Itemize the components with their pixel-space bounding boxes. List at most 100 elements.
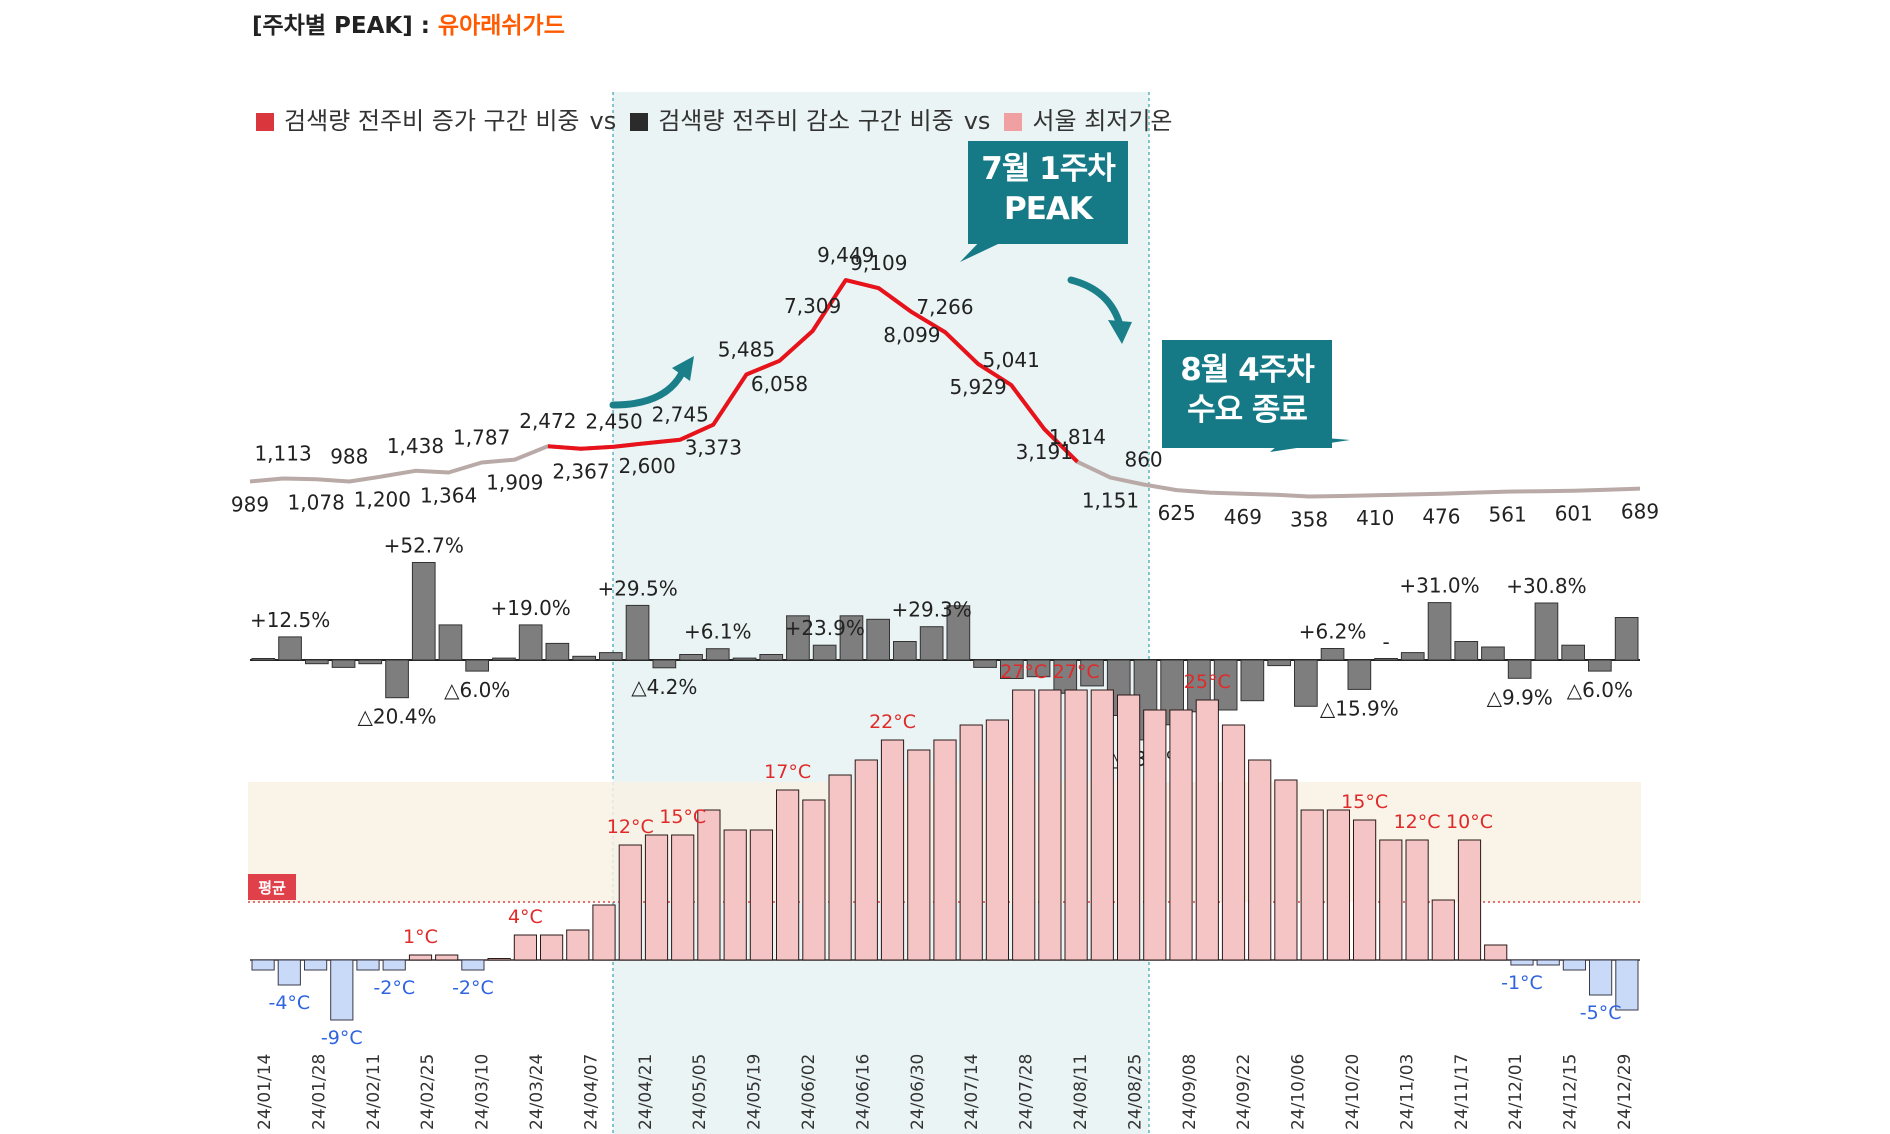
- volume-data-label: 625: [1158, 501, 1196, 525]
- chart-legend: 검색량 전주비 증가 구간 비중 vs 검색량 전주비 감소 구간 비중 vs 서울 최…: [256, 101, 1173, 136]
- volume-data-label: 1,814: [1049, 425, 1106, 449]
- change-bar: [1507, 659, 1532, 679]
- end-callout-line1: 8월 4주차: [1180, 352, 1315, 388]
- change-bar: [331, 659, 356, 668]
- temperature-data-label: 12°C: [1394, 811, 1441, 833]
- x-axis-tick-label: 24/12/15: [1561, 1054, 1581, 1130]
- change-bar: [1614, 617, 1639, 661]
- x-axis-tick-label: 24/06/16: [853, 1054, 873, 1130]
- volume-data-label: 410: [1356, 506, 1394, 530]
- peak-callout-line1: 7월 1주차: [981, 151, 1116, 187]
- change-data-label: △9.9%: [1487, 685, 1553, 709]
- change-data-label: △6.0%: [1567, 678, 1633, 702]
- change-data-label: +30.8%: [1506, 574, 1586, 598]
- change-bar: [1454, 641, 1479, 661]
- legend-increase-swatch: [256, 113, 274, 131]
- change-bar: [1534, 602, 1559, 661]
- volume-data-label: 2,367: [552, 460, 609, 484]
- x-axis-tick-label: 24/09/22: [1234, 1054, 1254, 1130]
- average-badge-label: 평균: [258, 879, 286, 897]
- temperature-bar: [1090, 689, 1114, 961]
- x-axis-tick-label: 24/11/17: [1452, 1054, 1472, 1130]
- change-data-label: +6.2%: [1299, 620, 1367, 644]
- change-data-label: +31.0%: [1399, 574, 1479, 598]
- temperature-bar: [1012, 689, 1036, 961]
- temperature-bar: [251, 959, 275, 971]
- average-badge: [248, 874, 296, 900]
- volume-data-label: 988: [330, 444, 368, 468]
- legend-temperature-label: 서울 최저기온: [1032, 107, 1173, 135]
- change-bar: [278, 636, 302, 661]
- volume-data-label: 3,191: [1016, 440, 1073, 464]
- x-axis-tick-label: 24/10/20: [1343, 1054, 1363, 1130]
- temperature-bar: [566, 929, 590, 961]
- x-axis-tick-label: 24/05/05: [690, 1054, 710, 1130]
- x-axis-tick-label: 24/02/11: [364, 1054, 384, 1130]
- change-bar: [599, 652, 623, 661]
- change-bar: [465, 659, 489, 672]
- change-bar: [1240, 659, 1265, 702]
- temperature-bar: [1536, 959, 1560, 966]
- title-brand: 유아래쉬가드: [437, 13, 565, 39]
- volume-data-label: 2,745: [652, 403, 709, 427]
- change-data-label: +19.0%: [491, 596, 571, 620]
- temperature-bar: [671, 834, 695, 961]
- temperature-bar: [933, 739, 957, 961]
- volume-data-label: 5,041: [983, 348, 1040, 372]
- x-axis-tick-label: 24/06/30: [908, 1054, 928, 1130]
- x-axis-tick-label: 24/12/29: [1615, 1054, 1635, 1130]
- temperature-data-label: 27°C: [1053, 661, 1100, 683]
- x-axis-tick-label: 24/08/25: [1125, 1054, 1145, 1130]
- x-axis-tick-label: 24/08/11: [1071, 1054, 1091, 1130]
- x-axis-tick-label: 24/10/06: [1289, 1054, 1309, 1130]
- temperature-bar: [1169, 709, 1193, 961]
- volume-data-label: 469: [1224, 505, 1262, 529]
- temperature-bar: [1221, 724, 1246, 961]
- change-bar: [786, 615, 810, 661]
- change-bar: [866, 618, 890, 661]
- change-data-label: △4.2%: [631, 675, 697, 699]
- temperature-bar: [776, 789, 800, 961]
- rising-arrow-icon: [609, 369, 686, 409]
- temperature-bar: [1615, 959, 1639, 1011]
- temperature-bar: [697, 809, 721, 961]
- change-bar: [705, 648, 730, 661]
- temperature-bar: [1457, 839, 1482, 961]
- change-data-label: △15.9%: [1320, 696, 1399, 720]
- change-bar: [1400, 652, 1425, 661]
- temperature-bar: [1064, 689, 1088, 961]
- x-axis-tick-label: 24/01/14: [255, 1054, 275, 1130]
- volume-data-label: 5,485: [718, 337, 775, 361]
- temperature-bar: [618, 844, 642, 961]
- volume-data-label: 1,151: [1082, 489, 1139, 513]
- temperature-data-label: 25°C: [1184, 671, 1231, 693]
- temperature-bar: [1195, 699, 1219, 961]
- change-bar: [1213, 659, 1238, 711]
- volume-data-label: 2,472: [519, 409, 576, 433]
- change-bar: [1000, 659, 1024, 679]
- temperature-bar: [1038, 689, 1062, 961]
- temperature-bar: [330, 959, 354, 1021]
- x-axis-tick-label: 24/03/10: [473, 1054, 493, 1130]
- temperature-data-label: -2°C: [452, 977, 494, 999]
- x-axis-tick-label: 24/07/14: [962, 1054, 982, 1130]
- volume-data-label: 9,109: [850, 251, 907, 275]
- change-bar: [358, 659, 383, 665]
- temperature-bar: [408, 954, 433, 961]
- legend-vs-1: vs: [589, 107, 617, 135]
- x-axis-tick-label: 24/04/21: [636, 1054, 656, 1130]
- change-bar: [839, 615, 864, 661]
- change-bar: [973, 659, 997, 668]
- change-bar: [1481, 646, 1505, 661]
- change-bar: [518, 624, 543, 661]
- peak-callout-line2: PEAK: [1004, 191, 1093, 227]
- change-bar: [251, 658, 276, 661]
- temperature-bar: [1589, 959, 1613, 996]
- change-bar: [732, 657, 757, 661]
- temperature-bar: [304, 959, 328, 971]
- change-bar: [438, 624, 463, 661]
- change-bar: [1347, 659, 1372, 690]
- temperature-bar: [1405, 839, 1429, 961]
- change-bar: [1588, 659, 1612, 672]
